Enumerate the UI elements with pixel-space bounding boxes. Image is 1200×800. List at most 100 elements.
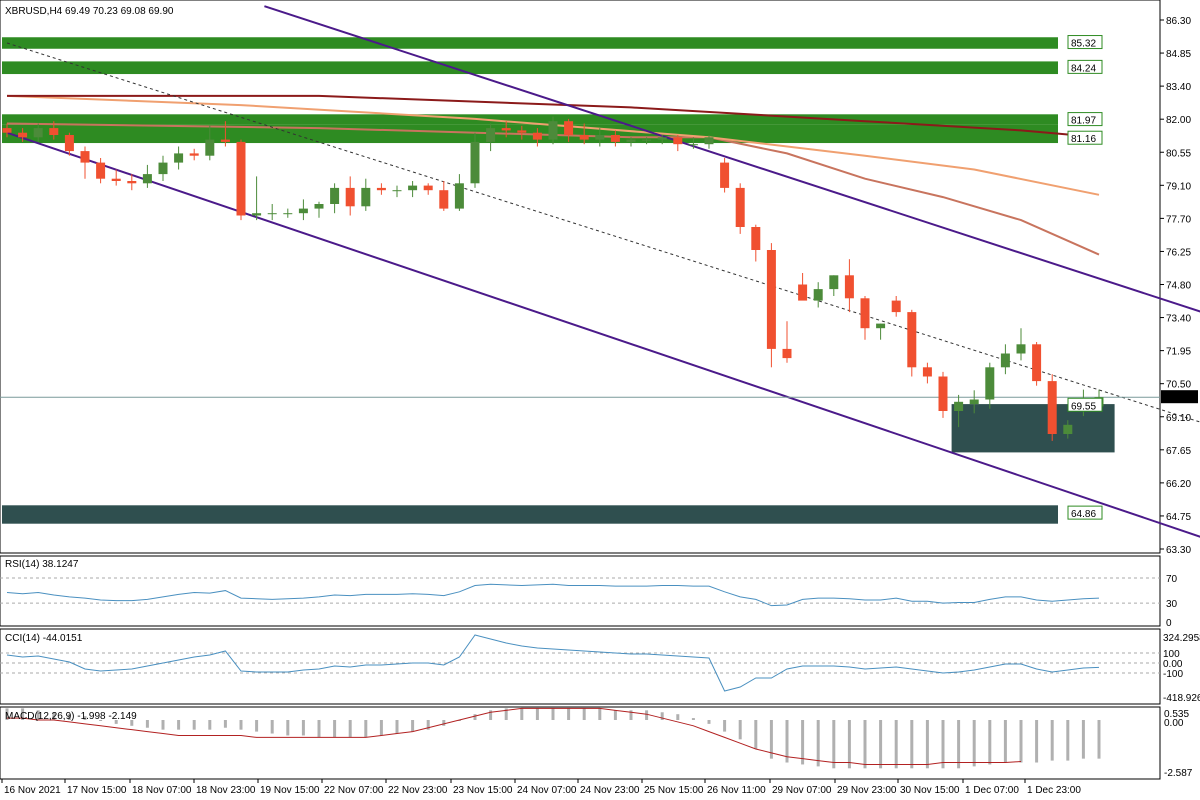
macd-histogram-bar	[769, 720, 773, 759]
macd-histogram-bar	[473, 714, 477, 720]
candle-body	[704, 137, 714, 145]
candle[interactable]	[1000, 344, 1010, 375]
candle[interactable]	[782, 321, 792, 363]
candle[interactable]	[1016, 328, 1026, 361]
candle[interactable]	[376, 183, 386, 195]
candle[interactable]	[704, 135, 714, 149]
candle[interactable]	[517, 125, 527, 140]
candle[interactable]	[985, 362, 995, 409]
candle[interactable]	[766, 243, 776, 368]
macd-histogram-bar	[301, 720, 305, 736]
candle-body	[548, 121, 558, 140]
candle[interactable]	[595, 128, 605, 147]
candle[interactable]	[829, 275, 839, 296]
channel-lower-line[interactable]	[6, 131, 1200, 542]
macd-pane[interactable]	[0, 706, 1161, 780]
macd-histogram-bar	[863, 720, 867, 769]
candle[interactable]	[174, 146, 184, 170]
candle[interactable]	[548, 116, 558, 145]
candle[interactable]	[314, 201, 324, 218]
candle[interactable]	[922, 362, 932, 384]
candle[interactable]	[954, 394, 964, 428]
candle[interactable]	[907, 309, 917, 377]
candle[interactable]	[688, 137, 698, 149]
candle[interactable]	[111, 169, 121, 186]
candle[interactable]	[657, 135, 667, 145]
candle[interactable]	[236, 139, 246, 221]
cci-axis-label: 100	[1163, 649, 1180, 660]
candle[interactable]	[127, 174, 137, 191]
candle[interactable]	[361, 178, 371, 211]
candle[interactable]	[33, 123, 43, 142]
candle[interactable]	[408, 181, 418, 198]
candle[interactable]	[876, 323, 886, 340]
candle[interactable]	[49, 121, 59, 140]
rsi-pane[interactable]	[0, 555, 1161, 627]
candle[interactable]	[735, 183, 745, 234]
channel-mid-dotted-line[interactable]	[6, 42, 1200, 427]
macd-histogram-bar	[551, 708, 555, 720]
candle-body	[220, 139, 230, 142]
candle[interactable]	[2, 123, 12, 138]
candle[interactable]	[1032, 342, 1042, 386]
candle[interactable]	[158, 155, 168, 181]
candle[interactable]	[673, 135, 683, 152]
candle[interactable]	[1047, 374, 1057, 441]
candle[interactable]	[470, 132, 480, 188]
candle[interactable]	[423, 183, 433, 195]
candle-body	[361, 187, 371, 207]
candle[interactable]	[720, 158, 730, 193]
candle[interactable]	[1063, 420, 1073, 439]
candle[interactable]	[626, 137, 636, 147]
candle[interactable]	[345, 176, 355, 216]
candle-body	[782, 348, 792, 359]
candle[interactable]	[844, 259, 854, 313]
candle[interactable]	[564, 118, 574, 142]
candle[interactable]	[220, 121, 230, 147]
candle[interactable]	[610, 130, 620, 147]
candle[interactable]	[330, 183, 340, 214]
candle[interactable]	[267, 204, 277, 221]
candle-body	[376, 187, 386, 191]
time-axis-label: 30 Nov 15:00	[900, 785, 960, 796]
candle[interactable]	[252, 176, 262, 221]
time-axis-label: 23 Nov 15:00	[453, 785, 513, 796]
candle[interactable]	[938, 371, 948, 418]
candle[interactable]	[205, 125, 215, 161]
candle[interactable]	[891, 296, 901, 317]
macd-histogram-bar	[1035, 720, 1039, 763]
candle[interactable]	[798, 273, 808, 301]
candle[interactable]	[96, 158, 106, 184]
candle[interactable]	[439, 181, 449, 211]
moving-average-line	[6, 122, 1100, 256]
candle-body	[454, 183, 464, 209]
candle[interactable]	[454, 174, 464, 211]
candle[interactable]	[813, 282, 823, 308]
price-axis-label: 71.95	[1166, 347, 1191, 358]
candle[interactable]	[501, 121, 511, 138]
candle[interactable]	[532, 128, 542, 147]
candle[interactable]	[80, 146, 90, 179]
candle[interactable]	[18, 128, 28, 142]
candle[interactable]	[189, 148, 199, 161]
candle[interactable]	[969, 390, 979, 414]
candle[interactable]	[283, 208, 293, 218]
current-price-badge	[1161, 390, 1198, 404]
macd-histogram-bar	[130, 720, 134, 726]
channel-upper-line[interactable]	[264, 5, 1200, 317]
candle[interactable]	[392, 185, 402, 198]
candle-body	[1047, 381, 1057, 434]
candle[interactable]	[860, 296, 870, 340]
main-price-pane[interactable]	[0, 0, 1161, 554]
candle-body	[938, 376, 948, 411]
candle[interactable]	[486, 123, 496, 152]
candle[interactable]	[642, 137, 652, 145]
candle-body	[922, 367, 932, 377]
candle[interactable]	[64, 132, 74, 156]
candle[interactable]	[579, 123, 589, 145]
candle[interactable]	[142, 164, 152, 188]
candle[interactable]	[298, 199, 308, 221]
candle[interactable]	[751, 224, 761, 262]
cci-pane[interactable]	[0, 628, 1161, 705]
